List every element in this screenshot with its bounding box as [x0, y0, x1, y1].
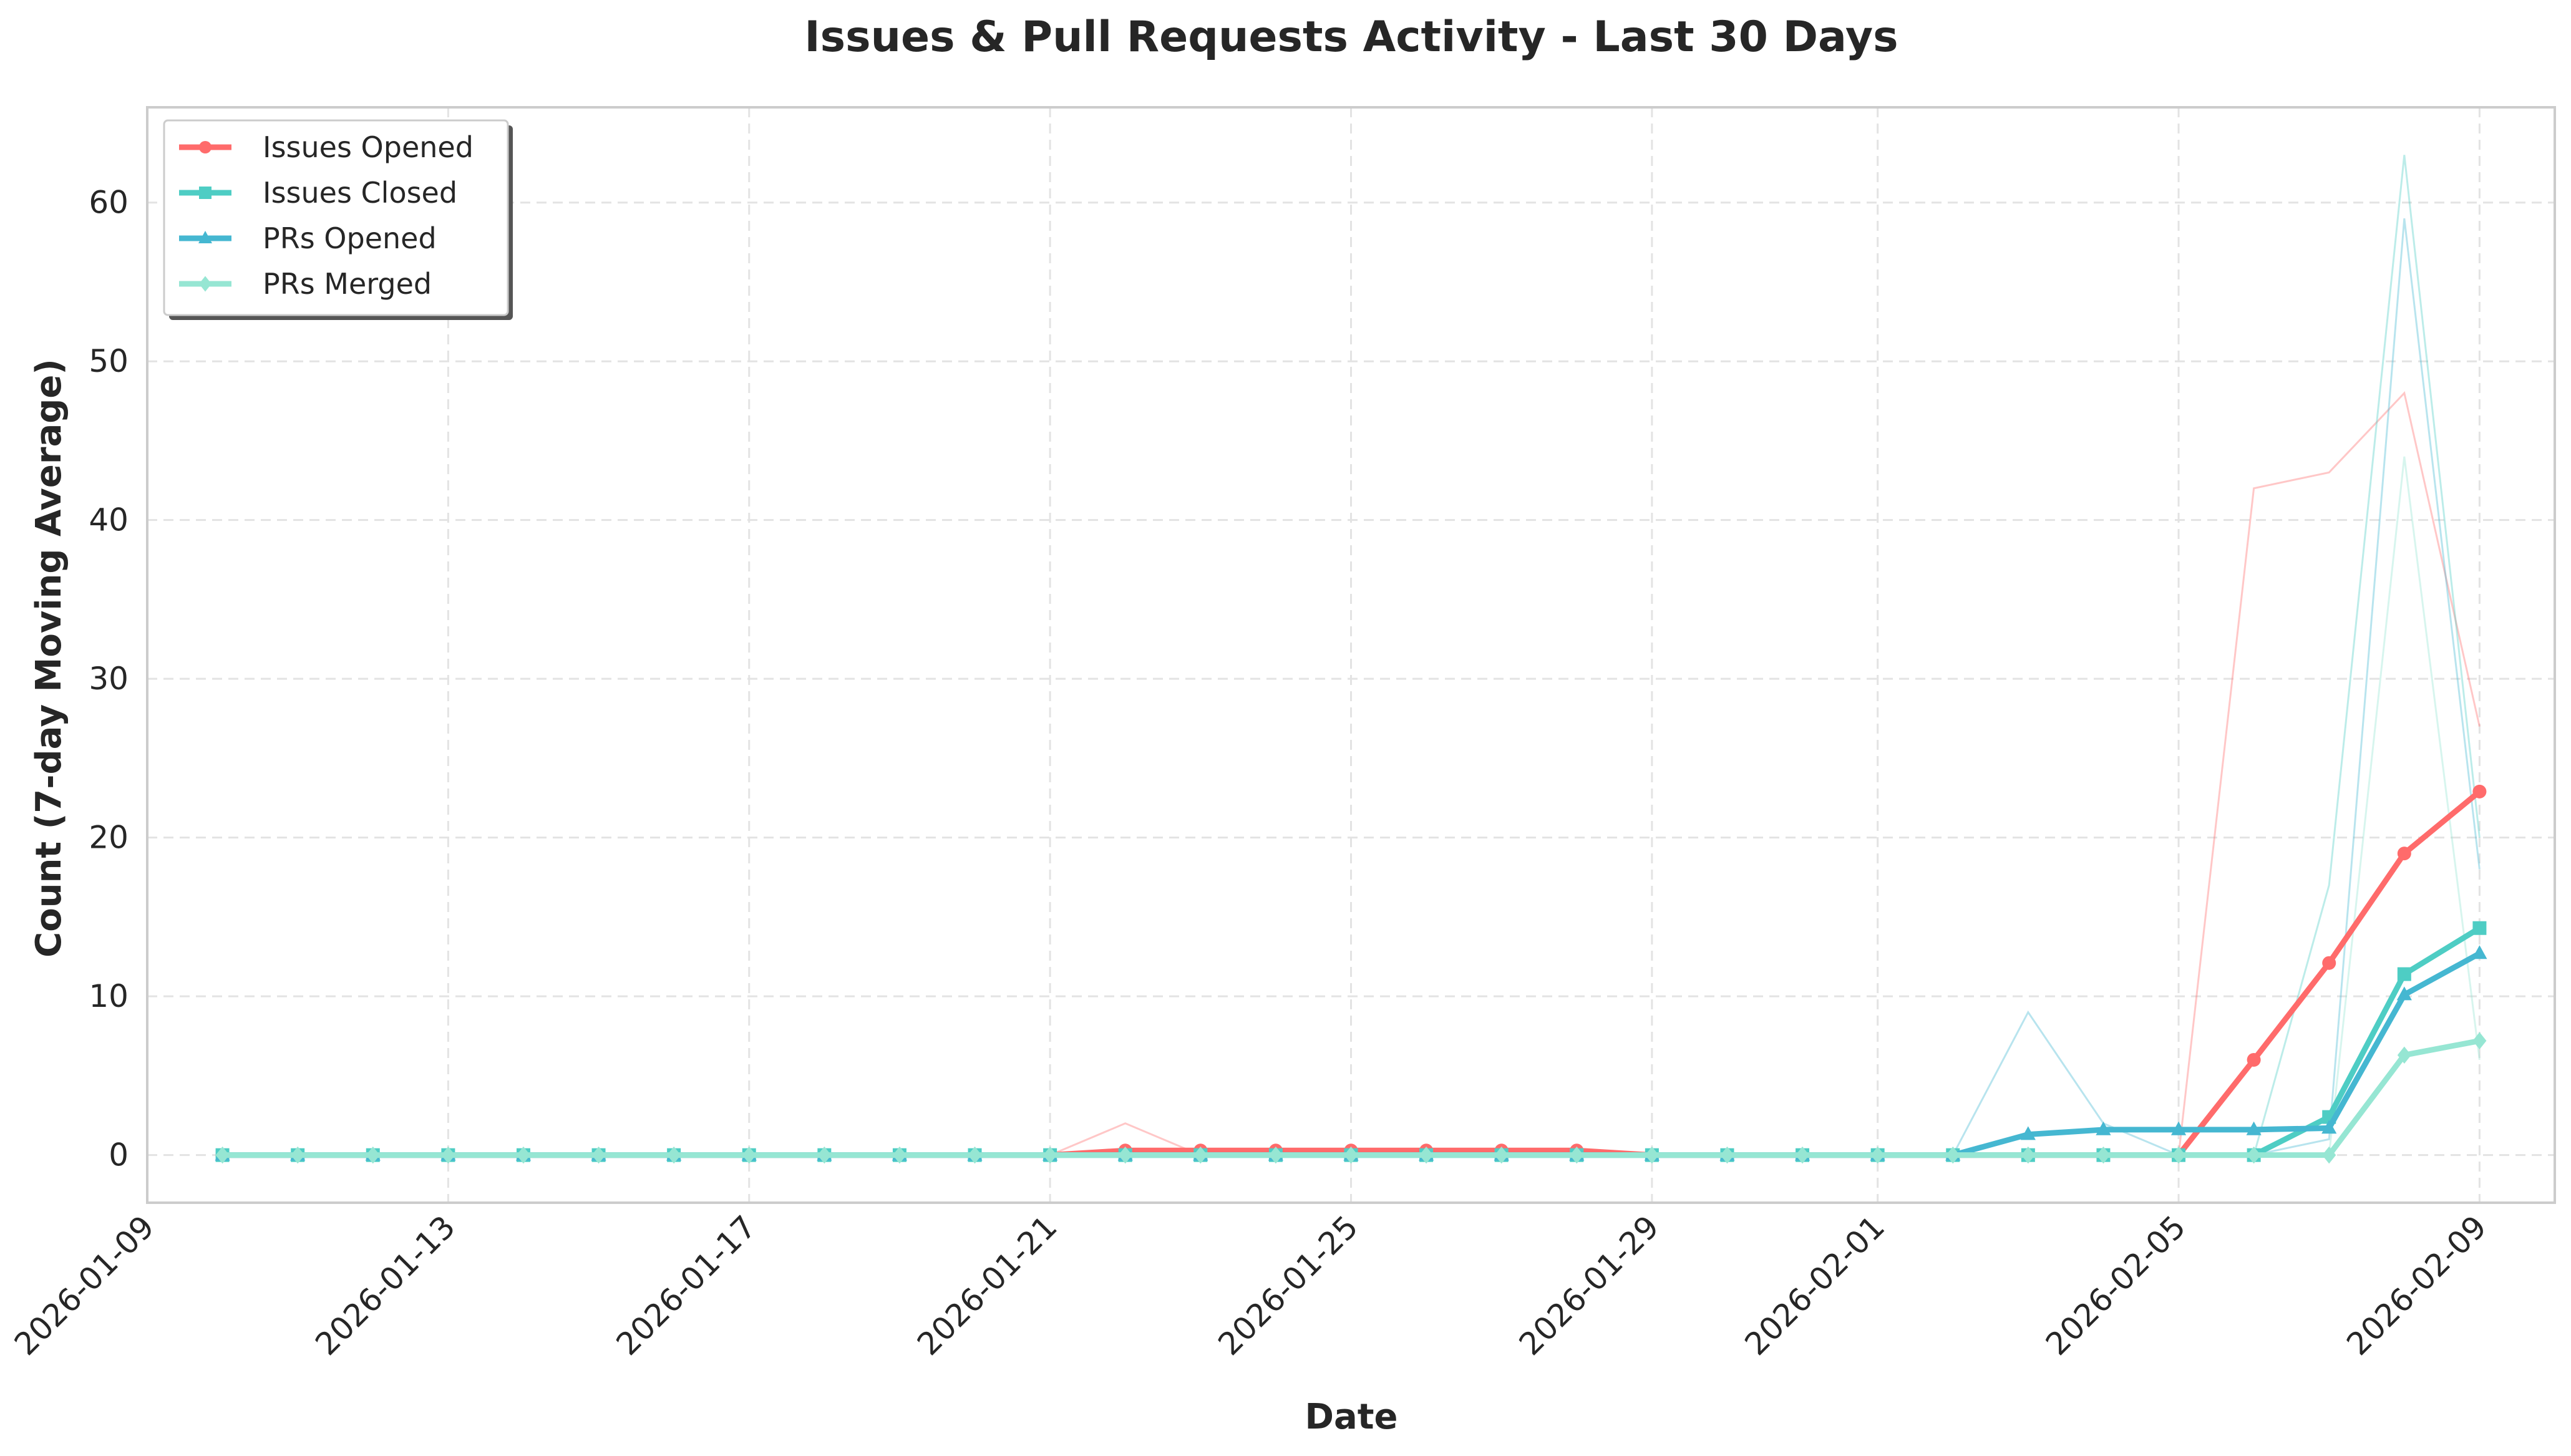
data-point [2472, 784, 2487, 798]
legend-box [163, 119, 509, 316]
data-point [1796, 1146, 1810, 1164]
data-point [2397, 967, 2411, 981]
y-tick-label: 0 [109, 1137, 129, 1173]
x-tick-label: 2026-02-09 [2340, 1208, 2493, 1362]
data-point [215, 1146, 230, 1164]
data-point [2096, 1121, 2111, 1135]
x-axis-label: Date [1305, 1397, 1397, 1437]
y-tick-label: 10 [89, 978, 129, 1014]
chart-title: Issues & Pull Requests Activity - Last 3… [804, 12, 1898, 62]
series-layer [215, 784, 2487, 1164]
x-tick-label: 2026-01-13 [308, 1208, 462, 1362]
legend-label: Issues Opened [263, 130, 474, 164]
x-tick-label: 2026-01-29 [1512, 1208, 1666, 1362]
data-point [2246, 1121, 2262, 1135]
x-tick-label: 2026-01-25 [1212, 1208, 1365, 1362]
data-point [1193, 1146, 1208, 1164]
data-point [2020, 1126, 2036, 1140]
legend-label: PRs Merged [263, 267, 432, 301]
x-tick-label: 2026-01-21 [910, 1208, 1064, 1362]
plot-frame [146, 106, 2556, 1204]
data-point [2472, 945, 2487, 959]
data-point [817, 1146, 832, 1164]
data-point [199, 187, 211, 199]
y-tick-label: 60 [89, 185, 129, 221]
data-point [291, 1146, 305, 1164]
x-tick-label: 2026-01-09 [7, 1208, 161, 1362]
data-point [1494, 1146, 1509, 1164]
data-point [199, 141, 211, 153]
data-point [1570, 1146, 1584, 1164]
legend: Issues Opened Issues Closed PRs Opened PRs … [163, 119, 513, 320]
x-tick-label: 2026-02-01 [1738, 1208, 1892, 1362]
data-point [1043, 1146, 1057, 1164]
x-tick-label: 2026-02-05 [2039, 1208, 2192, 1362]
legend-label: PRs Opened [263, 221, 437, 255]
data-point [1720, 1146, 1734, 1164]
data-point [2397, 847, 2411, 861]
data-point [2170, 1121, 2187, 1135]
data-point [1268, 1146, 1283, 1164]
data-point [2397, 1046, 2411, 1064]
y-tick-labels: 0 10 20 30 40 50 60 [89, 185, 129, 1173]
data-point [198, 231, 212, 243]
y-tick-label: 30 [89, 661, 129, 697]
series-group [215, 1032, 2487, 1164]
data-point [366, 1146, 380, 1164]
data-point [667, 1146, 681, 1164]
data-point [2472, 921, 2487, 935]
data-point [2096, 1146, 2111, 1164]
data-point [2472, 1032, 2487, 1050]
data-point [2322, 1146, 2336, 1164]
x-tick-label: 2026-01-17 [610, 1208, 763, 1362]
y-tick-label: 40 [89, 502, 129, 538]
y-tick-label: 50 [89, 343, 129, 379]
data-point [441, 1146, 455, 1164]
data-point [2322, 956, 2336, 970]
data-point [516, 1146, 530, 1164]
y-axis-label: Count (7-day Moving Average) [29, 359, 69, 958]
x-tick-labels: 2026-01-09 2026-01-13 2026-01-17 2026-01-21… [7, 1208, 2494, 1362]
data-point [1870, 1146, 1885, 1164]
data-point [892, 1146, 906, 1164]
data-point [1344, 1146, 1358, 1164]
data-point [1946, 1146, 1960, 1164]
legend-label: Issues Closed [263, 176, 457, 210]
y-tick-label: 20 [89, 820, 129, 856]
data-point [1419, 1146, 1434, 1164]
data-point [199, 276, 211, 292]
data-point [1118, 1146, 1132, 1164]
data-point [2321, 1120, 2337, 1134]
data-point [2021, 1146, 2035, 1164]
data-point [2172, 1146, 2186, 1164]
data-point [591, 1146, 606, 1164]
data-point [742, 1146, 756, 1164]
data-point [2247, 1146, 2261, 1164]
data-point [1645, 1146, 1659, 1164]
data-point [2247, 1052, 2261, 1067]
data-point [2396, 986, 2412, 1001]
data-point [968, 1146, 982, 1164]
